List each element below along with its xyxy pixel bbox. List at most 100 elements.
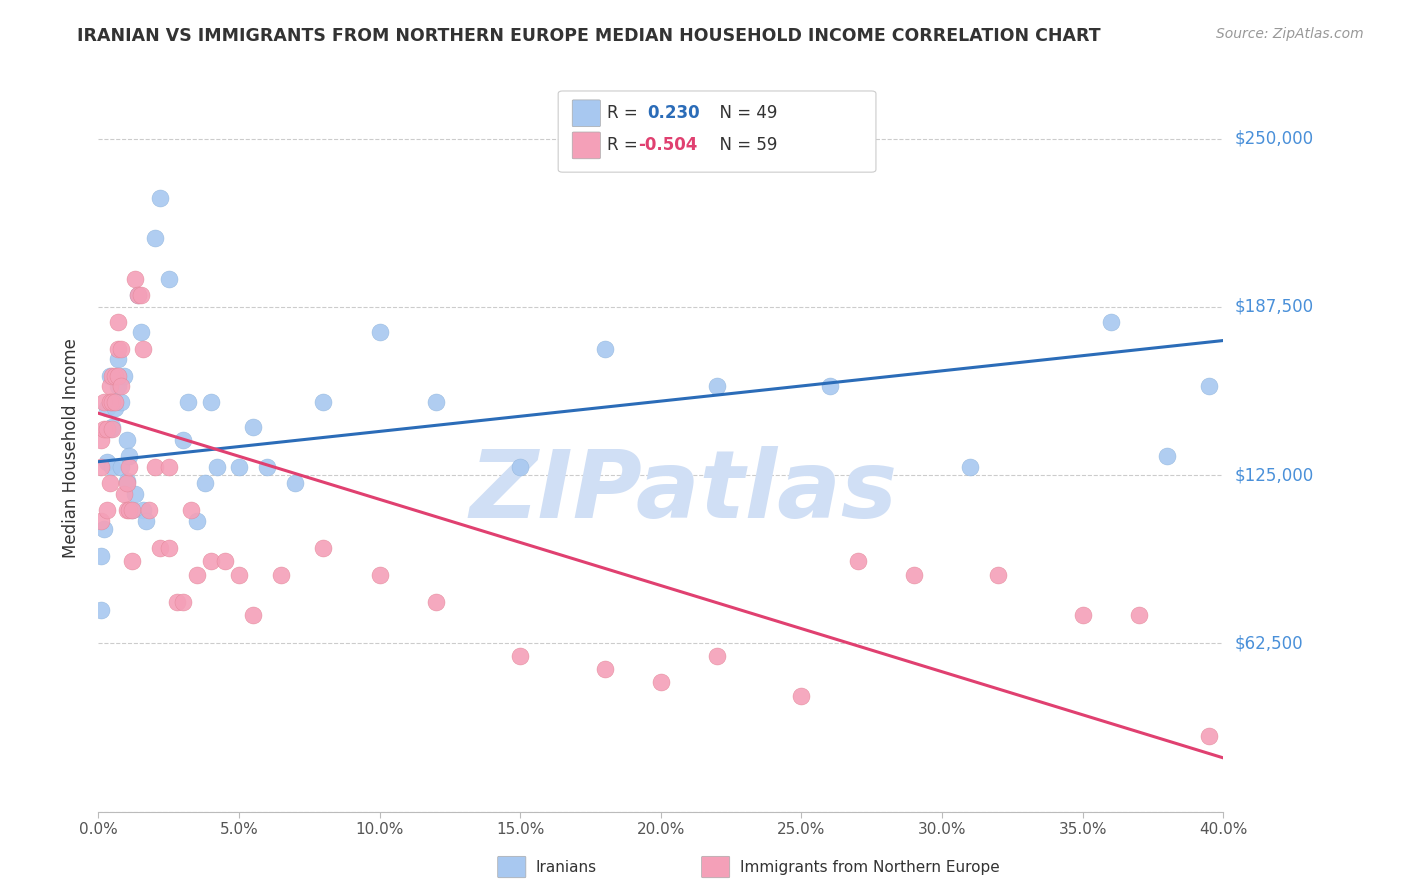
Point — [214, 554, 236, 568]
Point — [132, 503, 155, 517]
Point — [98, 476, 121, 491]
Point — [101, 395, 124, 409]
Text: Immigrants from Northern Europe: Immigrants from Northern Europe — [740, 860, 1000, 874]
Text: ZIPatlas: ZIPatlas — [470, 446, 897, 538]
Text: N = 49: N = 49 — [709, 104, 778, 122]
Point — [987, 567, 1010, 582]
Point — [172, 595, 194, 609]
Point — [177, 395, 200, 409]
Point — [172, 433, 194, 447]
Text: $187,500: $187,500 — [1234, 298, 1313, 316]
Point — [425, 595, 447, 609]
Point — [818, 379, 841, 393]
Point — [312, 395, 335, 409]
Point — [110, 379, 132, 393]
Point — [115, 476, 138, 491]
Point — [1198, 729, 1220, 743]
Point — [149, 541, 172, 555]
Point — [200, 554, 222, 568]
Point — [1099, 315, 1122, 329]
Point — [118, 460, 141, 475]
Point — [132, 342, 155, 356]
Point — [90, 433, 112, 447]
Point — [107, 352, 129, 367]
Point — [790, 689, 813, 703]
Point — [96, 455, 118, 469]
Point — [90, 514, 112, 528]
Point — [115, 503, 138, 517]
Point — [1156, 450, 1178, 464]
Point — [101, 422, 124, 436]
Point — [157, 460, 180, 475]
Point — [115, 433, 138, 447]
Text: $250,000: $250,000 — [1234, 129, 1313, 147]
Point — [101, 368, 124, 383]
Point — [166, 595, 188, 609]
Point — [127, 287, 149, 301]
Point — [107, 379, 129, 393]
Point — [157, 541, 180, 555]
Point — [96, 422, 118, 436]
Point — [104, 401, 127, 415]
Point — [104, 395, 127, 409]
Point — [1071, 608, 1094, 623]
Point — [846, 554, 869, 568]
Point — [101, 460, 124, 475]
Text: IRANIAN VS IMMIGRANTS FROM NORTHERN EUROPE MEDIAN HOUSEHOLD INCOME CORRELATION C: IRANIAN VS IMMIGRANTS FROM NORTHERN EURO… — [77, 27, 1101, 45]
Point — [96, 503, 118, 517]
Point — [98, 422, 121, 436]
Point — [368, 326, 391, 340]
Text: R =: R = — [607, 104, 644, 122]
Point — [93, 422, 115, 436]
Point — [186, 514, 208, 528]
Point — [242, 419, 264, 434]
Point — [256, 460, 278, 475]
Point — [200, 395, 222, 409]
Point — [186, 567, 208, 582]
Point — [270, 567, 292, 582]
Point — [121, 503, 143, 517]
Point — [135, 514, 157, 528]
Point — [124, 487, 146, 501]
Point — [284, 476, 307, 491]
Point — [157, 271, 180, 285]
Text: $62,500: $62,500 — [1234, 634, 1303, 652]
Point — [98, 368, 121, 383]
Point — [107, 342, 129, 356]
Point — [228, 567, 250, 582]
Point — [1128, 608, 1150, 623]
Point — [194, 476, 217, 491]
Point — [104, 368, 127, 383]
Point — [143, 460, 166, 475]
Point — [228, 460, 250, 475]
Point — [112, 368, 135, 383]
Point — [93, 395, 115, 409]
Point — [107, 368, 129, 383]
Point — [127, 287, 149, 301]
Point — [1198, 379, 1220, 393]
Point — [90, 460, 112, 475]
Point — [101, 419, 124, 434]
Text: Iranians: Iranians — [536, 860, 596, 874]
Text: $125,000: $125,000 — [1234, 467, 1313, 484]
Point — [312, 541, 335, 555]
Text: R =: R = — [607, 136, 644, 154]
Point — [110, 395, 132, 409]
Text: 0.230: 0.230 — [647, 104, 699, 122]
Point — [110, 342, 132, 356]
Point — [93, 522, 115, 536]
Point — [509, 648, 531, 663]
Point — [121, 503, 143, 517]
Point — [96, 401, 118, 415]
Point — [149, 191, 172, 205]
Point — [112, 487, 135, 501]
Point — [98, 395, 121, 409]
Point — [706, 648, 728, 663]
Point — [706, 379, 728, 393]
Text: Source: ZipAtlas.com: Source: ZipAtlas.com — [1216, 27, 1364, 41]
Point — [98, 379, 121, 393]
Point — [129, 287, 152, 301]
Y-axis label: Median Household Income: Median Household Income — [62, 338, 80, 558]
Point — [593, 662, 616, 676]
Point — [368, 567, 391, 582]
